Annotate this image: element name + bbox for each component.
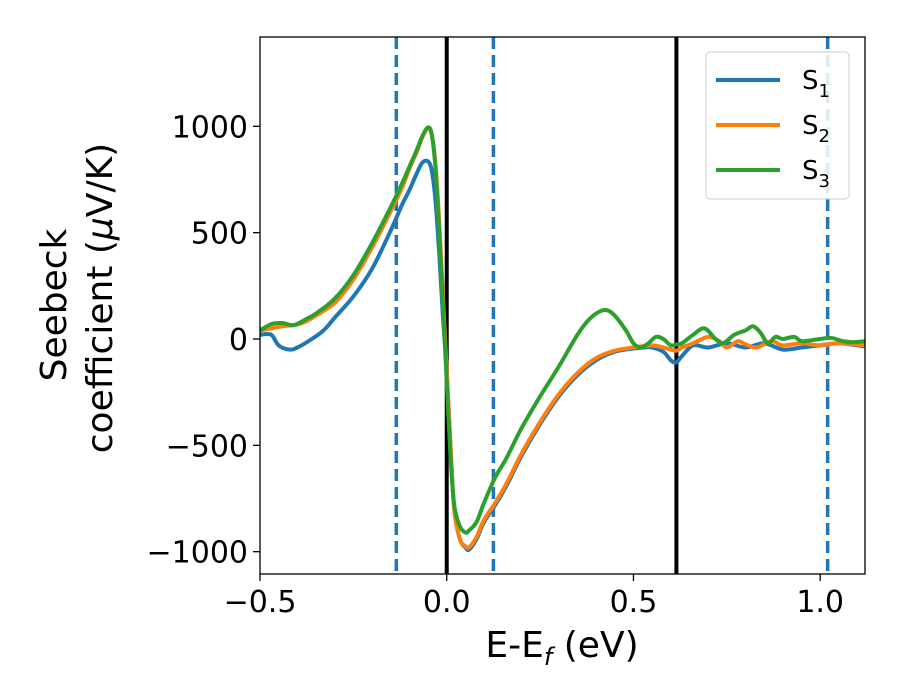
y-tick-label: −1000 — [147, 536, 248, 571]
series-line-s3 — [260, 125, 865, 535]
y-tick-label: 0 — [229, 323, 248, 358]
legend-label-s2: S2 — [802, 111, 830, 147]
x-tick-label: 0.0 — [423, 585, 471, 620]
y-tick-label: −500 — [166, 429, 248, 464]
y-axis-label-line1: Seebeck — [34, 228, 75, 381]
x-axis-ticks: −0.5 0.0 0.5 1.0 — [224, 574, 844, 620]
legend: S1 S2 S3 — [705, 51, 850, 200]
legend-label-s1: S1 — [802, 66, 830, 102]
legend-label-s3: S3 — [802, 156, 830, 192]
x-tick-label: −0.5 — [224, 585, 297, 620]
x-tick-label: 0.5 — [610, 585, 658, 620]
y-axis-ticks: −1000 −500 0 500 1000 — [147, 110, 260, 571]
vertical-reference-lines — [394, 37, 830, 574]
series-lines — [260, 125, 865, 553]
series-line-s1 — [260, 158, 865, 553]
y-tick-label: 500 — [191, 217, 248, 252]
plot-frame — [259, 36, 866, 575]
y-axis-label-line2: coefficient (μV/K) — [80, 143, 121, 453]
y-tick-label: 1000 — [172, 110, 248, 145]
x-tick-label: 1.0 — [796, 585, 844, 620]
x-axis-label: E-Ef (eV) — [485, 625, 638, 671]
